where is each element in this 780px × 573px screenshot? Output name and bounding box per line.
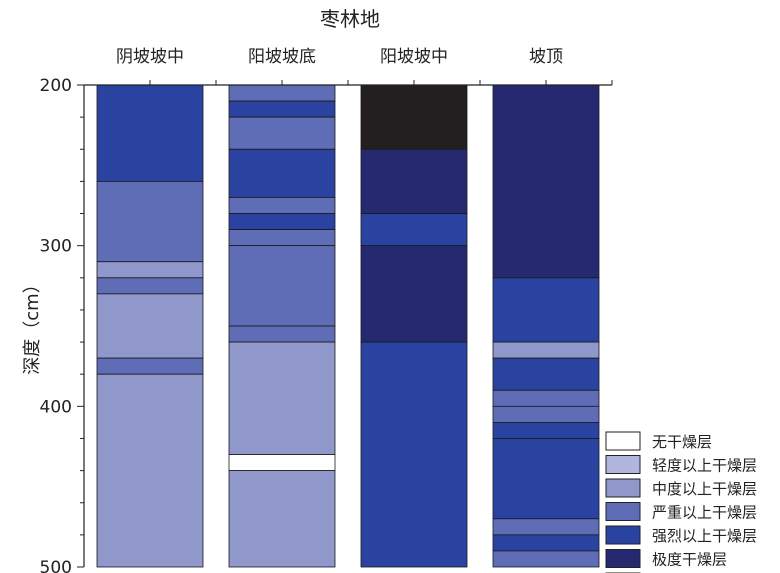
chart-title: 枣林地 <box>320 7 380 31</box>
layer-segment <box>228 148 336 198</box>
axes: 200 300 400 500 <box>40 76 613 573</box>
layer-segment <box>228 197 336 214</box>
layer-segment <box>96 277 204 295</box>
layer-segment <box>492 438 600 520</box>
layer-segment <box>360 341 468 568</box>
legend-label: 无干燥层 <box>652 433 712 451</box>
legend-swatch <box>605 431 641 451</box>
column-labels: 阴坡坡中 阳坡坡底 阳坡坡中 坡顶 <box>116 47 563 67</box>
y-tick-label: 200 <box>40 76 72 96</box>
legend-swatch <box>605 478 641 498</box>
y-axis-label: 深度（cm） <box>22 275 43 374</box>
layer-segment <box>492 534 600 552</box>
layer-segment <box>228 245 336 327</box>
layer-segment <box>492 341 600 359</box>
layer-segment <box>228 325 336 343</box>
layer-segment <box>96 84 204 182</box>
legend-swatch <box>605 455 641 474</box>
layer-segment <box>228 454 336 471</box>
legend-swatch <box>605 549 641 568</box>
column-label: 阴坡坡中 <box>116 47 184 67</box>
column-label: 坡顶 <box>529 47 563 67</box>
legend-label: 轻度以上干燥层 <box>652 457 757 475</box>
layer-segment <box>228 100 336 118</box>
layer-segment <box>360 148 468 214</box>
layer-segment <box>492 405 600 423</box>
layer-segment <box>492 518 600 536</box>
layer-segment <box>228 84 336 102</box>
layer-segment <box>96 357 204 375</box>
legend-label: 强烈以上干燥层 <box>652 527 757 545</box>
layer-segment <box>492 421 600 439</box>
layer-segment <box>492 277 600 343</box>
column-label: 阳坡坡中 <box>380 47 448 67</box>
legend-label: 极度干燥层 <box>652 551 727 569</box>
y-tick-label: 300 <box>40 237 72 257</box>
layer-segment <box>96 373 204 568</box>
column-label: 阳坡坡底 <box>248 47 316 67</box>
layer-segment <box>492 389 600 407</box>
layer-segment <box>492 550 600 568</box>
legend-label: 严重以上干燥层 <box>652 504 757 522</box>
layer-segment <box>228 470 336 568</box>
layer-segment <box>96 261 204 279</box>
layer-segment <box>228 116 336 150</box>
layer-segment <box>228 341 336 455</box>
legend-swatch <box>605 502 641 521</box>
layer-segment <box>228 229 336 247</box>
bar-columns <box>96 84 600 568</box>
layer-segment <box>492 357 600 391</box>
layer-segment <box>96 180 204 263</box>
layer-segment <box>360 84 468 150</box>
y-tick-label: 400 <box>40 397 72 417</box>
y-tick-label: 500 <box>40 558 72 573</box>
layer-segment <box>492 84 600 279</box>
legend-label: 中度以上干燥层 <box>652 480 757 498</box>
layer-segment <box>228 213 336 231</box>
layer-segment <box>96 293 204 359</box>
layer-segment <box>360 245 468 343</box>
layer-segment <box>360 213 468 247</box>
legend-swatch <box>605 525 641 545</box>
